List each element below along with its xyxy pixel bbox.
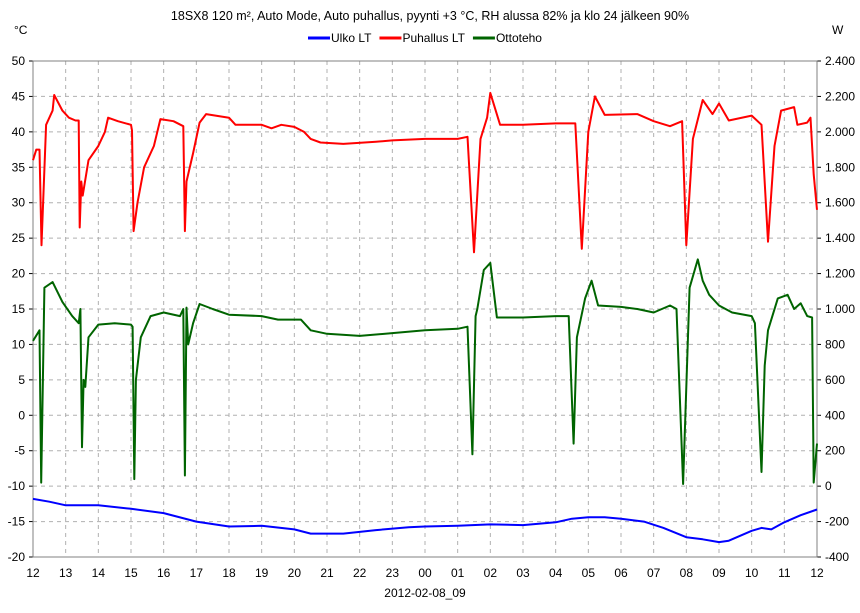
y-tick-label-left: -20 [8,550,26,564]
y-tick-label-right: -400 [825,550,849,564]
y-tick-label-right: 800 [825,337,845,351]
y-tick-label-right: 1.400 [825,231,855,245]
y-tick-label-left: 5 [18,373,25,387]
x-tick-label: 11 [778,566,791,580]
x-tick-label: 17 [190,566,204,580]
y-tick-label-left: 40 [12,125,26,139]
x-tick-label: 20 [288,566,302,580]
y-tick-label-left: 30 [12,196,26,210]
legend-label: Ottoteho [496,31,542,45]
y-tick-label-right: 400 [825,408,845,422]
legend: Ulko LT Puhallus LT Ottoteho [308,31,542,45]
y-tick-label-left: 50 [12,54,26,68]
x-tick-label: 23 [386,566,400,580]
grid [33,61,817,557]
x-tick-label: 19 [255,566,269,580]
x-tick-label: 01 [451,566,465,580]
y-tick-label-left: 25 [12,231,26,245]
right-axis-unit: W [832,23,844,37]
x-tick-label: 14 [92,566,106,580]
y-tick-label-right: 0 [825,479,832,493]
x-tick-label: 15 [124,566,138,580]
legend-label: Ulko LT [331,31,372,45]
y-tick-label-right: 600 [825,373,845,387]
plot-frame [32,60,818,558]
y-tick-label-right: 1.000 [825,302,855,316]
x-tick-label: 18 [222,566,236,580]
y-tick-label-right: -200 [825,515,849,529]
x-tick-label: 03 [516,566,530,580]
y-tick-label-left: 45 [12,89,26,103]
x-tick-label: 22 [353,566,367,580]
y-tick-label-right: 2.000 [825,125,855,139]
y-tick-label-left: -15 [8,515,26,529]
y-tick-label-right: 1.200 [825,267,855,281]
y-tick-label-left: 0 [18,408,25,422]
x-tick-label: 04 [549,566,563,580]
left-axis-unit: °C [14,23,28,37]
series-line-puhallus-lt [32,91,818,254]
x-tick-label: 12 [810,566,824,580]
x-tick-label: 00 [418,566,432,580]
y-tick-label-left: 20 [12,267,26,281]
x-axis-label: 2012-02-08_09 [384,586,466,600]
y-tick-label-right: 200 [825,444,845,458]
x-tick-label: 10 [745,566,759,580]
x-tick-label: 02 [484,566,498,580]
y-tick-label-left: 15 [12,302,26,316]
x-tick-label: 09 [712,566,726,580]
y-tick-label-left: -5 [14,444,25,458]
x-tick-label: 06 [614,566,628,580]
x-tick-label: 21 [320,566,334,580]
y-tick-label-right: 2.200 [825,89,855,103]
y-tick-label-left: 10 [12,337,26,351]
x-tick-label: 13 [59,566,73,580]
x-tick-label: 05 [582,566,596,580]
x-tick-label: 12 [26,566,40,580]
x-tick-label: 16 [157,566,171,580]
series-lines [32,91,818,544]
y-tick-label-right: 2.400 [825,54,855,68]
x-tick-label: 08 [680,566,694,580]
legend-label: Puhallus LT [402,31,465,45]
y-tick-label-left: -10 [8,479,26,493]
x-tick-label: 07 [647,566,661,580]
series-line-ulko-lt [32,497,818,544]
y-tick-label-right: 1.800 [825,160,855,174]
series-line-ottoteho [32,258,818,485]
y-tick-label-left: 35 [12,160,26,174]
y-tick-label-right: 1.600 [825,196,855,210]
chart-title: 18SX8 120 m², Auto Mode, Auto puhallus, … [171,9,689,23]
